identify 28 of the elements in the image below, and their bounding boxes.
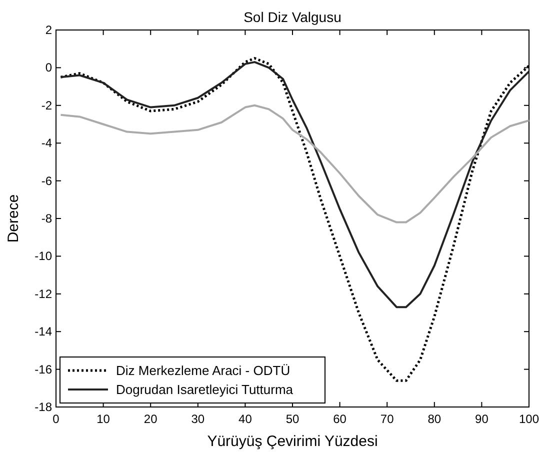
line-series bbox=[60, 61, 530, 308]
x-tick-label: 40 bbox=[238, 412, 252, 426]
y-tick-label: -10 bbox=[34, 249, 52, 264]
legend-label: Diz Merkezleme Araci - ODTÜ bbox=[116, 363, 290, 378]
x-tick-label: 50 bbox=[286, 412, 300, 426]
x-tick-label: 20 bbox=[144, 412, 158, 426]
y-tick-label: 0 bbox=[45, 60, 52, 75]
legend-label: Dogrudan Isaretleyici Tutturma bbox=[116, 382, 294, 397]
y-axis-title: Derece bbox=[5, 194, 22, 243]
y-tick-label: -12 bbox=[34, 286, 52, 301]
x-tick-label: 10 bbox=[96, 412, 110, 426]
y-tick-label: -6 bbox=[41, 174, 52, 188]
chart-title: Sol Diz Valgusu bbox=[244, 9, 342, 25]
x-tick-label: 80 bbox=[428, 412, 442, 426]
line-series bbox=[60, 104, 530, 224]
x-tick-label: 60 bbox=[333, 412, 347, 426]
x-tick-label: 70 bbox=[380, 412, 394, 426]
x-tick-label: 90 bbox=[475, 412, 489, 426]
y-tick-label: -16 bbox=[34, 362, 52, 376]
y-tick-label: -2 bbox=[41, 98, 52, 112]
y-tick-label: -18 bbox=[34, 400, 52, 414]
y-tick-label: 2 bbox=[45, 23, 52, 37]
x-axis-title: Yürüyüş Çevirimi Yüzdesi bbox=[207, 433, 378, 450]
y-tick-label: -8 bbox=[41, 212, 52, 226]
x-tick-label: 100 bbox=[518, 412, 539, 426]
y-tick-label: -4 bbox=[41, 136, 52, 150]
x-tick-label: 30 bbox=[191, 412, 205, 426]
y-tick-label: -14 bbox=[34, 324, 52, 339]
